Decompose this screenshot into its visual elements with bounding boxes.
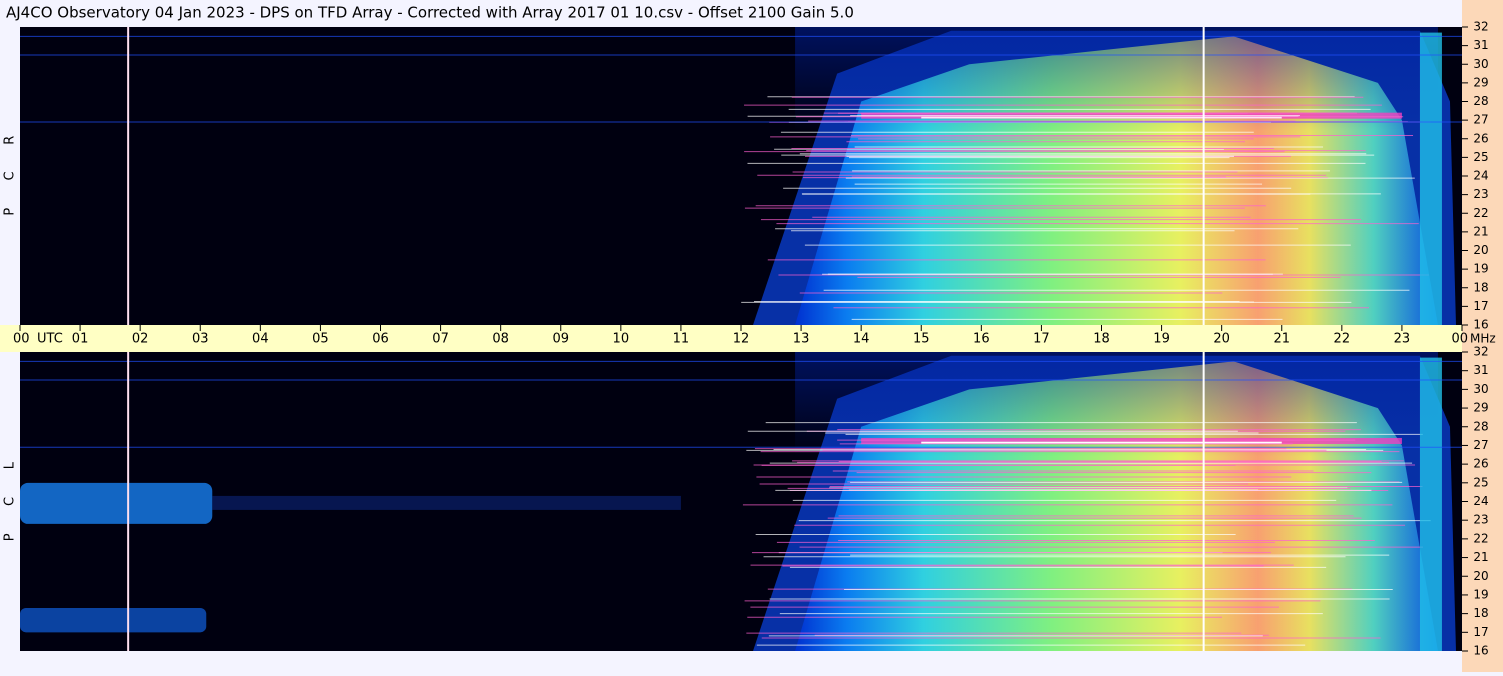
time-tick-label: 14 [853,332,870,347]
freq-tick-label: 20 [1473,243,1488,257]
time-tick-label: 17 [1033,332,1050,347]
freq-tick-label: 24 [1473,494,1488,508]
freq-tick-label: 20 [1473,569,1488,583]
time-tick-label: 19 [1153,332,1170,347]
time-tick-label: 04 [252,332,269,347]
time-tick-label: 01 [72,332,89,347]
freq-tick-label: 21 [1473,550,1488,564]
panels [20,27,1462,651]
time-tick-label: 21 [1273,332,1290,347]
freq-tick-label: 17 [1473,625,1488,639]
freq-tick-label: 16 [1473,644,1488,658]
freq-tick-label: 21 [1473,224,1488,238]
time-tick-label: 08 [492,332,509,347]
freq-tick-label: 24 [1473,169,1488,183]
freq-tick-label: 32 [1473,345,1488,359]
time-tick-label: 00 [13,332,30,347]
freq-tick-label: 30 [1473,382,1488,396]
freq-tick-label: 26 [1473,131,1488,145]
time-tick-label: 12 [733,332,750,347]
freq-tick-label: 28 [1473,419,1488,433]
time-tick-label: 07 [432,332,449,347]
freq-unit: MHz [1470,332,1496,346]
freq-tick-label: 18 [1473,280,1488,294]
title-bar [0,0,1503,26]
time-tick-label: 09 [552,332,569,347]
freq-tick-label: 17 [1473,299,1488,313]
time-tick-label: 06 [372,332,389,347]
freq-tick-label: 19 [1473,587,1488,601]
labels: 16 17 18 19 20 21 22 23 24 25 26 27 28 29 30 31 32 R C P 16 1… [3,20,1496,658]
freq-tick-label: 29 [1473,401,1488,415]
title: AJ4CO Observatory 04 Jan 2023 - DPS on T… [6,4,854,22]
freq-tick-label: 19 [1473,262,1488,276]
freq-axis-bg [1462,0,1503,672]
top-fade [795,27,1438,325]
time-tick-label: 16 [973,332,990,347]
time-unit: UTC [37,332,63,347]
time-tick-label: 05 [312,332,329,347]
time-tick-label: 18 [1093,332,1110,347]
lcp-blob [20,482,213,524]
freq-tick-label: 23 [1473,187,1488,201]
time-tick-label: 15 [913,332,930,347]
time-tick-label: 02 [132,332,149,347]
freq-tick-label: 30 [1473,57,1488,71]
freq-tick-label: 22 [1473,531,1488,545]
panel-label: C [3,497,18,506]
edge-band [1419,357,1442,651]
band-27 [861,437,1402,444]
lcp-blob2 [20,608,207,633]
panel-label: C [3,171,18,180]
top-fade [795,352,1438,651]
lcp-trail [212,495,681,510]
time-tick-label: 13 [793,332,810,347]
freq-tick-label: 25 [1473,475,1488,489]
band-27w [921,441,1282,444]
freq-tick-label: 23 [1473,513,1488,527]
panel-label: P [3,208,18,216]
band-27w [921,116,1282,119]
freq-tick-label: 25 [1473,150,1488,164]
spectrogram-panel [20,352,1462,651]
time-tick-label: 23 [1394,332,1411,347]
time-tick-label: 10 [613,332,630,347]
freq-tick-label: 22 [1473,206,1488,220]
freq-tick-label: 29 [1473,75,1488,89]
time-tick-label: 03 [192,332,209,347]
freq-tick-label: 26 [1473,457,1488,471]
edge-band [1419,32,1442,326]
panel-label: R [3,136,18,145]
spectrogram-panel [20,27,1462,326]
panel-label: L [3,461,18,469]
freq-tick-label: 16 [1473,318,1488,332]
time-tick-label: 22 [1334,332,1351,347]
time-tick-label: 00 [1451,332,1468,347]
freq-tick-label: 27 [1473,438,1488,452]
freq-tick-label: 18 [1473,606,1488,620]
time-tick-label: 20 [1213,332,1230,347]
freq-tick-label: 31 [1473,363,1488,377]
time-tick-label: 11 [673,332,690,347]
time-axis-bg [0,325,1462,352]
freq-tick-label: 31 [1473,38,1488,52]
freq-tick-label: 27 [1473,113,1488,127]
freq-tick-label: 32 [1473,20,1488,34]
panel-label: P [3,533,18,541]
freq-tick-label: 28 [1473,94,1488,108]
